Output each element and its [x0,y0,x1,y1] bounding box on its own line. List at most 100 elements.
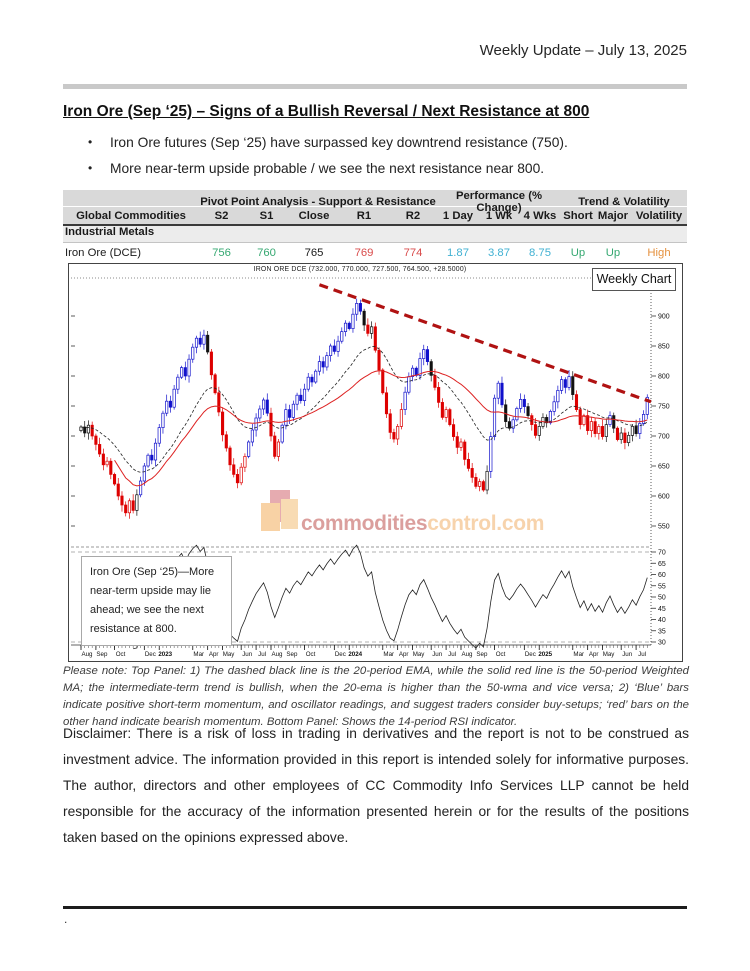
svg-text:Oct: Oct [306,651,316,658]
svg-text:650: 650 [658,464,670,471]
header-date: Weekly Update – July 13, 2025 [479,42,687,59]
svg-text:40: 40 [658,617,666,624]
svg-text:Jul: Jul [258,651,266,658]
cell-volatility: High [647,246,671,259]
svg-text:Jun: Jun [432,651,443,658]
svg-text:Aug: Aug [461,651,473,658]
svg-text:Dec: Dec [525,651,536,658]
svg-text:30: 30 [658,640,666,647]
bullet-text: More near-term upside probable / we see … [110,161,545,176]
svg-text:Oct: Oct [116,651,126,658]
group-header-pivot: Pivot Point Analysis - Support & Resista… [200,196,436,208]
svg-text:2025: 2025 [538,651,552,658]
col-r1: R1 [356,209,372,222]
cell-short-trend: Up [570,246,586,259]
watermark-text-2: control.com [427,512,545,535]
svg-text:65: 65 [658,561,666,568]
svg-text:50: 50 [658,595,666,602]
svg-text:Mar: Mar [193,651,204,658]
watermark-text-1: commodities [301,512,428,535]
group-header-trend: Trend & Volatility [578,196,670,208]
col-1day: 1 Day [442,209,474,222]
price-chart: IRON ORE DCE (732.000, 770.000, 727.500,… [68,263,683,662]
svg-text:Oct: Oct [496,651,506,658]
footer-dot: . [64,912,68,926]
page-title: Iron Ore (Sep ‘25) – Signs of a Bullish … [63,103,590,120]
svg-text:800: 800 [658,374,670,381]
svg-text:Aug: Aug [81,651,93,658]
svg-text:600: 600 [658,494,670,501]
svg-text:Mar: Mar [383,651,394,658]
svg-text:Apr: Apr [209,651,219,658]
table-column-header-row: Global Commodities S2 S1 Close R1 R2 1 D… [63,207,687,226]
svg-text:Sep: Sep [476,651,488,658]
cell-s2: 756 [212,246,231,259]
header-divider [63,84,687,89]
svg-text:700: 700 [658,434,670,441]
cell-s1: 760 [257,246,276,259]
svg-text:35: 35 [658,628,666,635]
col-1wk: 1 Wk [485,209,513,222]
col-major: Major [597,209,629,222]
svg-text:May: May [223,651,236,658]
svg-text:45: 45 [658,606,666,613]
cell-commodity-name: Iron Ore (DCE) [65,246,141,259]
disclaimer-text: Disclaimer: There is a risk of loss in t… [63,726,689,845]
bullet-item: • More near-term upside probable / we se… [88,160,648,177]
table-row: Iron Ore (DCE) 756 760 765 769 774 1.87 … [63,243,687,262]
svg-text:60: 60 [658,572,666,579]
svg-text:May: May [413,651,426,658]
svg-text:Jul: Jul [638,651,646,658]
svg-text:2024: 2024 [348,651,362,658]
footer-divider [63,906,687,909]
chart-title: IRON ORE DCE (732.000, 770.000, 727.500,… [253,266,467,273]
svg-text:Dec: Dec [335,651,346,658]
svg-text:55: 55 [658,583,666,590]
cell-4wks: 8.75 [529,246,551,259]
cell-1day: 1.87 [447,246,469,259]
pivot-table: Pivot Point Analysis - Support & Resista… [63,190,687,262]
col-r2: R2 [405,209,421,222]
col-s1: S1 [259,209,274,222]
svg-text:Jul: Jul [448,651,456,658]
watermark: commodities control.com [261,490,544,536]
svg-text:750: 750 [658,404,670,411]
bullet-item: • Iron Ore futures (Sep ‘25) have surpas… [88,134,648,151]
col-s2: S2 [214,209,229,222]
table-group-header-row: Pivot Point Analysis - Support & Resista… [63,190,687,214]
col-4wks: 4 Wks [523,209,557,222]
svg-text:Apr: Apr [399,651,409,658]
svg-text:850: 850 [658,344,670,351]
col-volatility: Volatility [635,209,683,222]
cell-r2: 774 [403,246,423,259]
svg-text:Sep: Sep [96,651,108,658]
svg-text:70: 70 [658,550,666,557]
table-section-row: Industrial Metals [63,226,687,243]
svg-text:Aug: Aug [271,651,283,658]
cell-major-trend: Up [605,246,621,259]
watermark-scales-icon [261,490,299,536]
col-short: Short [563,209,593,222]
bullet-text: Iron Ore futures (Sep ‘25) have surpasse… [110,135,568,150]
bullet-icon: • [88,135,93,149]
svg-text:May: May [603,651,616,658]
cell-1wk: 3.87 [488,246,510,259]
svg-text:Mar: Mar [573,651,584,658]
svg-text:Dec: Dec [145,651,156,658]
svg-text:550: 550 [658,524,670,531]
summary-bullets: • Iron Ore futures (Sep ‘25) have surpas… [88,134,648,186]
col-close: Close [298,209,330,222]
svg-text:900: 900 [658,314,670,321]
cell-r1: 769 [354,246,374,259]
chart-timeframe-badge: Weekly Chart [592,268,676,291]
col-global-commodities: Global Commodities [76,209,186,222]
chart-footnote: Please note: Top Panel: 1) The dashed bl… [63,665,689,728]
svg-text:Jun: Jun [242,651,253,658]
svg-text:Sep: Sep [286,651,298,658]
cell-close: 765 [304,246,324,259]
chart-annotation-box: Iron Ore (Sep ‘25)—More near-term upside… [81,556,232,646]
svg-text:Apr: Apr [589,651,599,658]
bullet-icon: • [88,161,93,175]
group-header-performance: Performance (% Change) [455,190,542,214]
